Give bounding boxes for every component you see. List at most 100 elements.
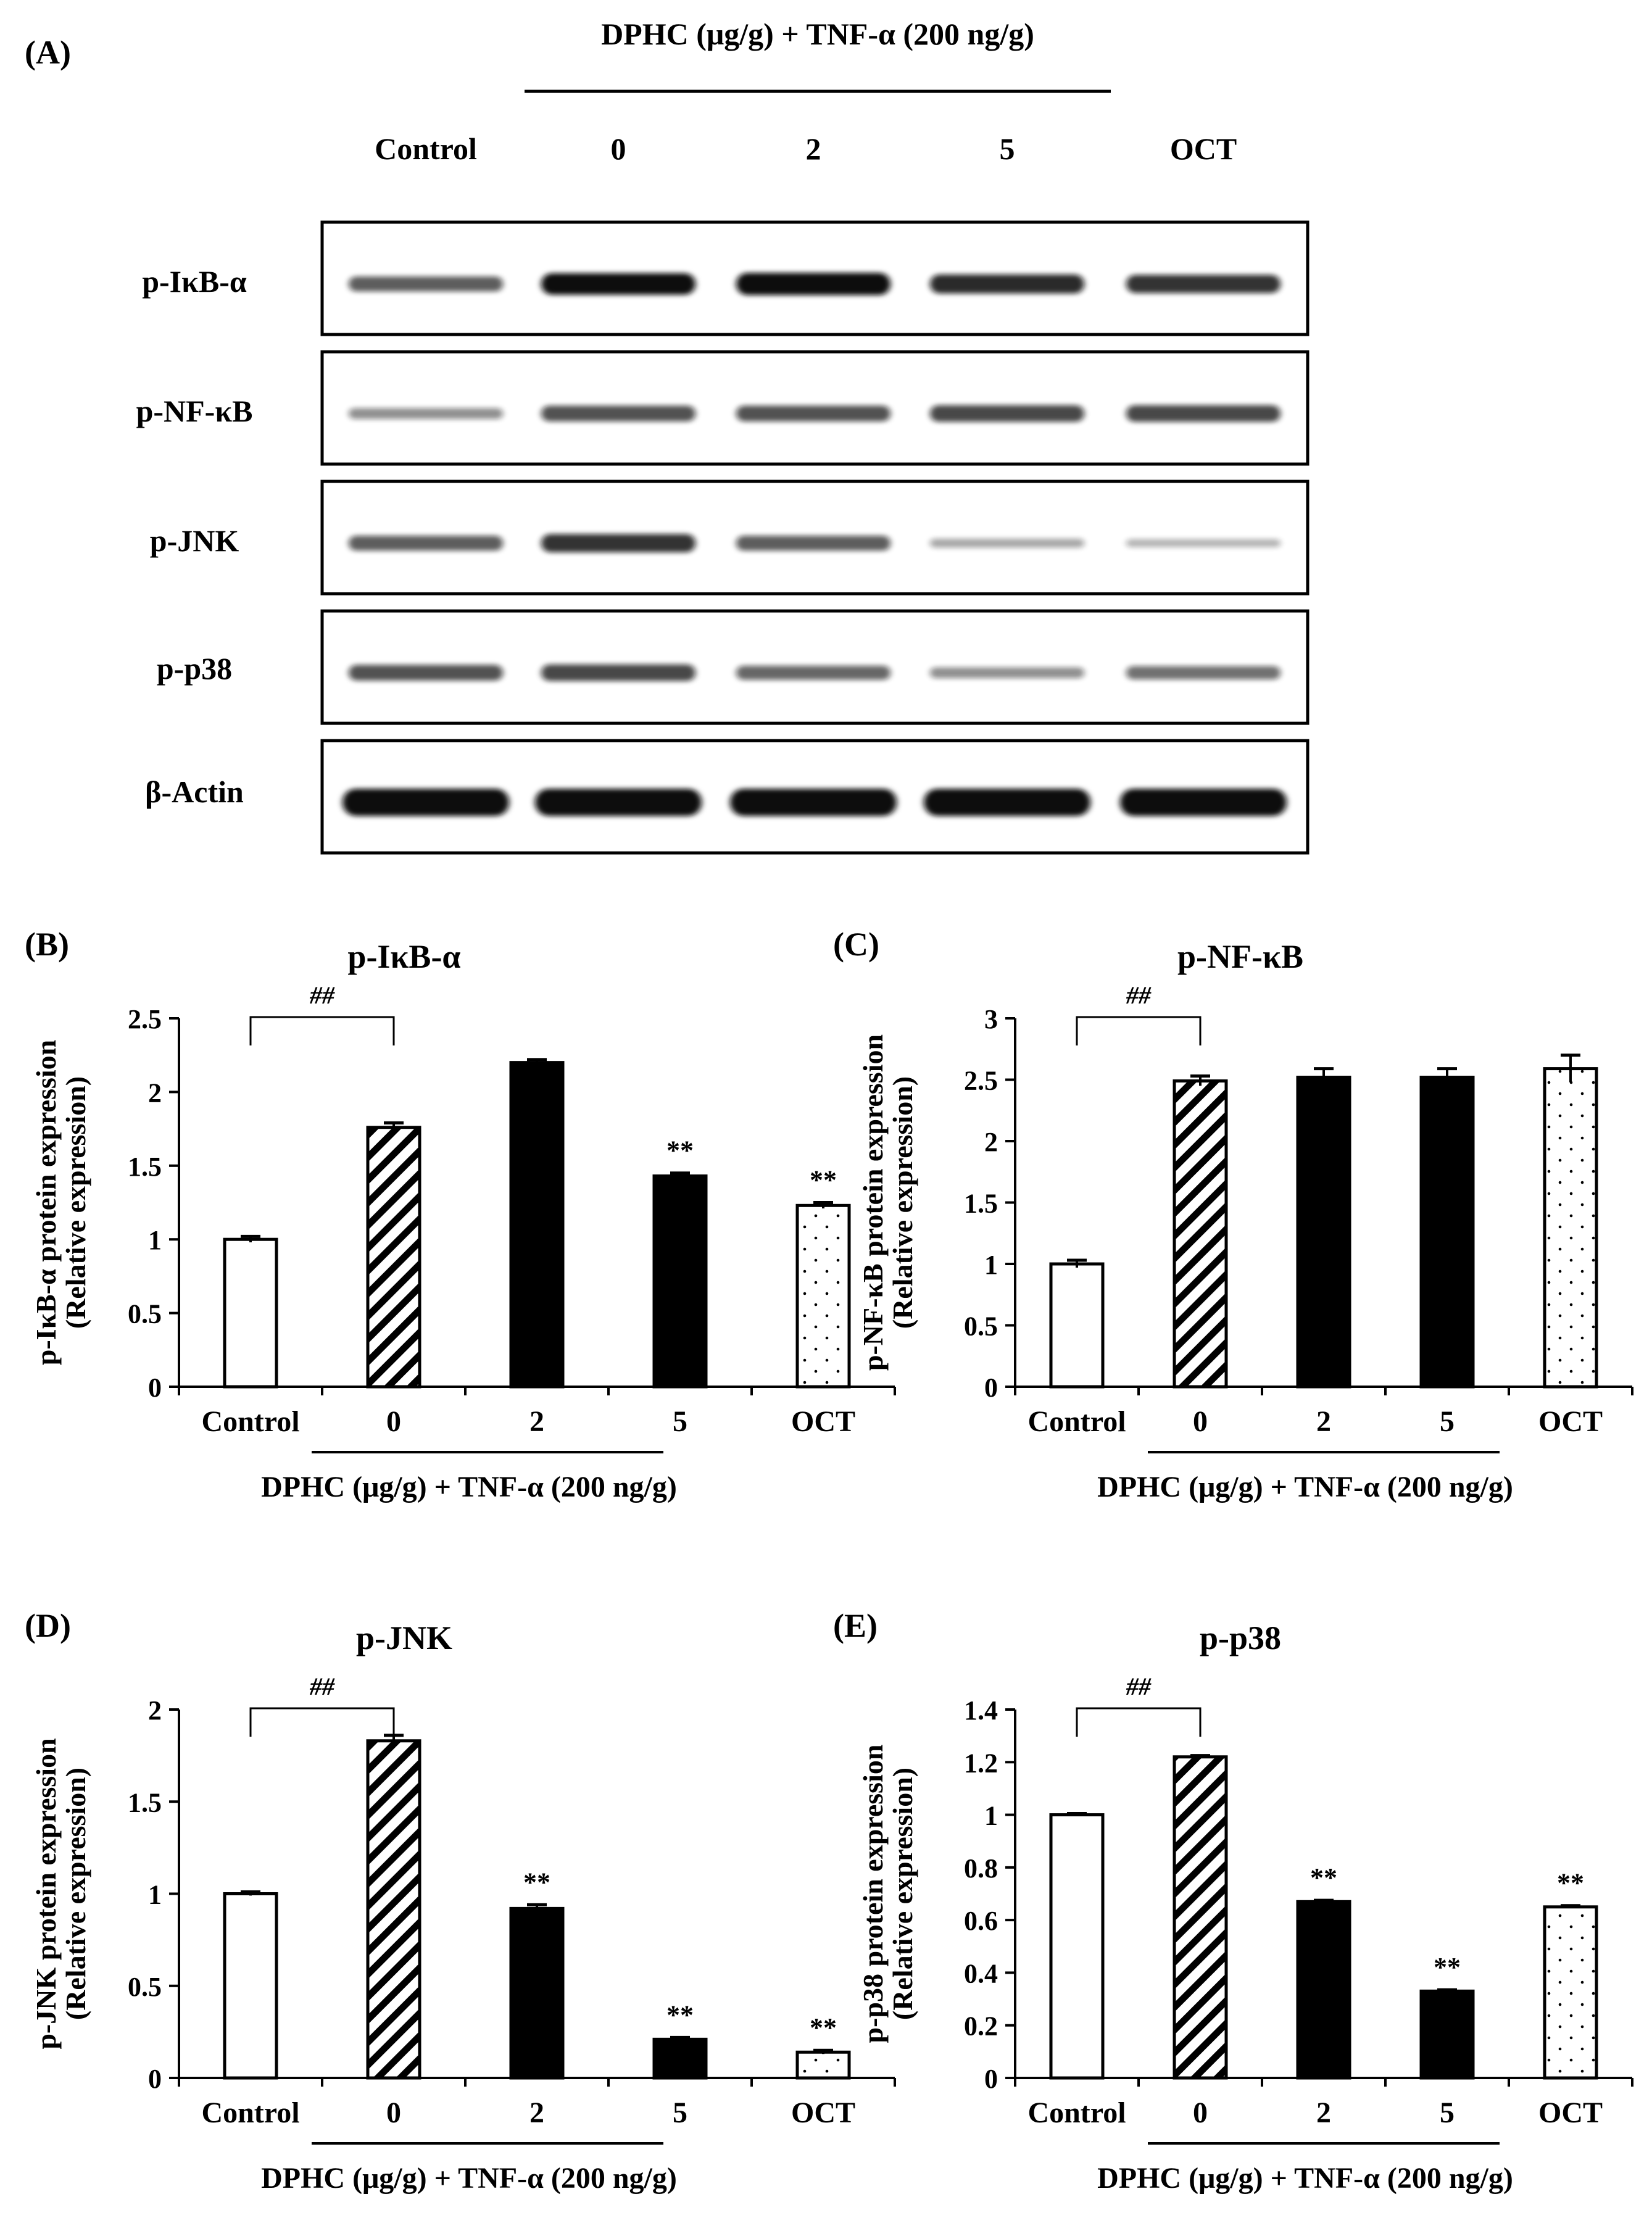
y-axis-label: p-IκB-α protein expression xyxy=(30,1040,62,1365)
x-tick-label-0: 0 xyxy=(386,2096,401,2129)
blot-band-oct xyxy=(1126,539,1281,547)
comparison-marker: ## xyxy=(1126,981,1152,1009)
blot-band-5 xyxy=(930,274,1084,294)
x-tick-label-oct: OCT xyxy=(1538,1405,1603,1438)
x-tick-label-5: 5 xyxy=(1440,1405,1455,1438)
blot-band-oct xyxy=(1126,275,1281,293)
blot-lane-5: 5 xyxy=(1000,131,1015,166)
blot-band-control xyxy=(349,665,503,681)
significance-marker: ** xyxy=(666,1136,694,1166)
chart-p-jnk: (D) p-JNK p-JNK protein expression(Relativ… xyxy=(25,1607,896,2195)
y-tick-label: 2 xyxy=(148,1078,162,1108)
y-tick-label: 0.4 xyxy=(964,1958,998,1988)
significance-marker: ** xyxy=(810,2013,837,2043)
y-axis-label-sub: (Relative expression) xyxy=(60,1768,91,2020)
x-tick-label-2: 2 xyxy=(529,2096,544,2129)
significance-marker: ** xyxy=(1310,1863,1337,1893)
blot-band-control xyxy=(349,535,503,551)
blot-band-0 xyxy=(541,273,695,295)
bar-oct xyxy=(1543,1067,1598,1389)
y-tick-label: 1.5 xyxy=(128,1152,162,1182)
y-tick-label: 0 xyxy=(984,1373,998,1403)
bar-control xyxy=(223,1237,278,1389)
bar-0 xyxy=(366,1739,421,2080)
blot-row-label: p-NF-κB xyxy=(136,394,253,428)
chart-title: p-NF-κB xyxy=(1177,938,1303,975)
blot-band-0 xyxy=(541,534,695,552)
x-tick-label-oct: OCT xyxy=(791,1405,855,1438)
blot-band-0 xyxy=(541,405,695,422)
comparison-marker: ## xyxy=(309,981,335,1009)
x-tick-label-2: 2 xyxy=(1316,2096,1331,2129)
blot-band-oct xyxy=(1126,666,1281,679)
y-tick-label: 0.5 xyxy=(128,1972,162,2002)
x-tick-label-2: 2 xyxy=(1316,1405,1331,1438)
blot-row-p-i-b: p-IκB-α xyxy=(142,220,1310,336)
x-tick-label-control: Control xyxy=(1027,2096,1126,2129)
bar-5 xyxy=(652,1174,708,1389)
comparison-marker: ## xyxy=(1126,1672,1152,1700)
bar-control xyxy=(223,1892,278,2080)
significance-marker: ** xyxy=(810,1165,837,1195)
y-tick-label: 1.2 xyxy=(964,1748,998,1778)
blot-band-2 xyxy=(736,535,890,551)
comparison-bracket xyxy=(1076,1707,1202,1737)
chart-title: p-JNK xyxy=(356,1619,452,1656)
blot-row-p-nf-b: p-NF-κB xyxy=(136,350,1310,466)
bar-2 xyxy=(509,1906,565,2080)
blot-band-2 xyxy=(730,789,897,816)
chart-title: p-p38 xyxy=(1200,1619,1281,1656)
x-axis-label: DPHC (μg/g) + TNF-α (200 ng/g) xyxy=(1097,1471,1513,1503)
y-axis-label-sub: (Relative expression) xyxy=(887,1076,918,1329)
y-tick-label: 0 xyxy=(984,2064,998,2094)
y-tick-label: 0.6 xyxy=(964,1906,998,1936)
x-tick-label-2: 2 xyxy=(529,1405,544,1438)
y-tick-label: 0.8 xyxy=(964,1853,998,1884)
y-tick-label: 2 xyxy=(984,1127,998,1157)
blot-lane-oct: OCT xyxy=(1170,131,1237,166)
bar-5 xyxy=(1419,1989,1475,2080)
blot-row-label: β-Actin xyxy=(145,775,244,809)
y-axis-label-sub: (Relative expression) xyxy=(887,1768,918,2020)
bar-control xyxy=(1049,1813,1105,2080)
y-axis-label: p-p38 protein expression xyxy=(857,1745,889,2043)
x-tick-label-oct: OCT xyxy=(1538,2096,1603,2129)
comparison-bracket xyxy=(249,1707,395,1737)
panel-label-a: (A) xyxy=(25,34,71,71)
y-tick-label: 0 xyxy=(148,1373,162,1403)
bar-5 xyxy=(1419,1076,1475,1389)
blot-band-0 xyxy=(535,789,702,816)
significance-marker: ** xyxy=(1557,1868,1584,1898)
blot-band-oct xyxy=(1120,789,1287,816)
x-axis-label: DPHC (μg/g) + TNF-α (200 ng/g) xyxy=(261,1471,677,1503)
y-axis-label: p-NF-κB protein expression xyxy=(857,1034,889,1371)
panel-label: (D) xyxy=(25,1607,71,1644)
chart-title: p-IκB-α xyxy=(347,938,460,975)
significance-marker: ** xyxy=(666,2000,694,2030)
blot-lane-0: 0 xyxy=(611,131,626,166)
y-tick-label: 1 xyxy=(148,1880,162,1910)
bar-oct xyxy=(795,1203,851,1389)
panel-label: (B) xyxy=(25,926,69,963)
blot-row-label: p-JNK xyxy=(150,523,239,558)
y-axis-label-sub: (Relative expression) xyxy=(60,1076,91,1329)
blot-band-2 xyxy=(736,273,890,296)
x-tick-label-5: 5 xyxy=(673,1405,687,1438)
x-tick-label-0: 0 xyxy=(386,1405,401,1438)
y-tick-label: 2.5 xyxy=(964,1066,998,1096)
blot-row-p-jnk: p-JNK xyxy=(150,480,1310,596)
blot-row-actin: β-Actin xyxy=(145,739,1310,855)
bar-2 xyxy=(509,1061,565,1389)
bar-0 xyxy=(1173,1755,1228,2080)
blot-treatment-header: DPHC (μg/g) + TNF-α (200 ng/g) xyxy=(601,17,1034,51)
significance-marker: ** xyxy=(523,1867,550,1897)
blot-band-control xyxy=(349,408,503,419)
comparison-bracket xyxy=(249,1016,395,1045)
panel-label: (C) xyxy=(833,926,879,963)
x-tick-label-control: Control xyxy=(201,2096,299,2129)
significance-marker: ** xyxy=(1434,1952,1461,1982)
blot-band-5 xyxy=(930,405,1084,422)
x-tick-label-control: Control xyxy=(1027,1405,1126,1438)
bar-5 xyxy=(652,2037,708,2080)
